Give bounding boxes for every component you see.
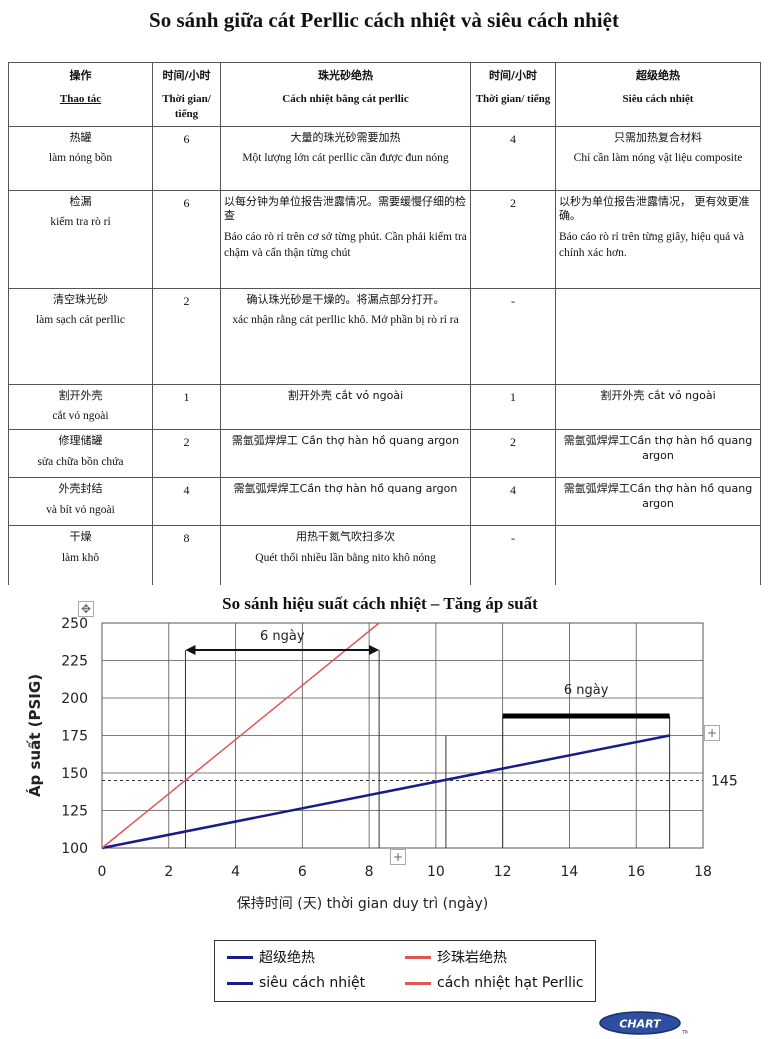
table-row: 清空珠光砂 làm sạch cát perllic 2 确认珠光砂是干燥的。将漏… xyxy=(8,287,761,385)
legend-swatch xyxy=(405,981,431,985)
x-tick-label: 8 xyxy=(365,864,374,880)
svg-text:CHART: CHART xyxy=(619,1018,662,1031)
x-tick-label: 6 xyxy=(298,864,307,880)
cell-perllic: 用热干氮气吹扫多次 Quét thổi nhiều lần bằng nito k… xyxy=(220,524,471,585)
cell-perllic: 以每分钟为单位报告泄露情况。需要缓慢仔细的检查 Báo cáo rò rỉ trê… xyxy=(220,189,471,289)
table-row: 检漏 kiểm tra rò rỉ 6 以每分钟为单位报告泄露情况。需要缓慢仔细的… xyxy=(8,189,761,289)
cell-operation: 割开外壳 cắt vỏ ngoài xyxy=(8,383,153,430)
legend-item-super-zh: 超级绝热 xyxy=(227,947,315,967)
cell-super: 只需加热复合材料 Chỉ cần làm nóng vật liệu compos… xyxy=(555,125,761,191)
chart-legend: 超级绝热 珍珠岩绝热 siêu cách nhiệt cách nhiệt hạ… xyxy=(214,940,596,1002)
x-tick-label: 14 xyxy=(561,864,579,880)
cell-time-2: 4 xyxy=(470,476,556,526)
table-row: 割开外壳 cắt vỏ ngoài 1 割开外壳 cắt vỏ ngoài 1 割… xyxy=(8,383,761,430)
x-tick-label: 18 xyxy=(694,864,712,880)
x-tick-label: 2 xyxy=(164,864,173,880)
table-clip: 操作 Thao tác 时间/小时 Thời gian/ tiếng 珠光砂绝热 Cá… xyxy=(8,62,761,585)
cell-super xyxy=(555,287,761,385)
header-time-1: 时间/小时 Thời gian/ tiếng xyxy=(152,62,221,127)
y-tick-label: 225 xyxy=(61,654,88,670)
y-tick-label: 150 xyxy=(61,766,88,782)
cell-time-1: 4 xyxy=(152,476,221,526)
cell-perllic: 大量的珠光砂需要加热 Một lượng lớn cát perllic cần … xyxy=(220,125,471,191)
legend-swatch xyxy=(227,981,253,985)
cell-perllic: 需氩弧焊焊工Cần thợ hàn hồ quang argon xyxy=(220,476,471,526)
cell-time-2: - xyxy=(470,287,556,385)
chart-plus-right[interactable]: + xyxy=(704,725,720,741)
chart-move-handle[interactable]: ✥ xyxy=(78,601,94,617)
legend-item-perllic-zh: 珍珠岩绝热 xyxy=(405,947,507,967)
cell-perllic: 割开外壳 cắt vỏ ngoài xyxy=(220,383,471,430)
cell-time-1: 2 xyxy=(152,428,221,478)
annotation-bar xyxy=(502,713,670,719)
cell-operation: 外壳封结 và bít vỏ ngoài xyxy=(8,476,153,526)
arrowhead-left xyxy=(185,645,196,655)
cell-super xyxy=(555,524,761,585)
legend-swatch xyxy=(405,955,431,959)
annotation-label: 6 ngày xyxy=(260,629,305,644)
header-super: 超级绝热 Siêu cách nhiệt xyxy=(555,62,761,127)
table-row: 修理储罐 sửa chữa bồn chứa 2 需氩弧焊焊工 Cần thợ h… xyxy=(8,428,761,478)
y-tick-label: 125 xyxy=(61,804,88,820)
cell-super: 需氩弧焊焊工Cần thợ hàn hồ quang argon xyxy=(555,476,761,526)
cell-perllic: 需氩弧焊焊工 Cần thợ hàn hồ quang argon xyxy=(220,428,471,478)
table-row: 热罐 làm nóng bồn 6 大量的珠光砂需要加热 Một lượng lớn… xyxy=(8,125,761,191)
chart-area: So sánh hiệu suất cách nhiệt – Tăng áp s… xyxy=(0,585,768,1039)
legend-swatch xyxy=(227,955,253,959)
cell-time-1: 6 xyxy=(152,125,221,191)
cell-operation: 干燥 làm khô xyxy=(8,524,153,585)
annotation-label: 6 ngày xyxy=(564,683,609,698)
y-axis-label: Áp suất (PSIG) xyxy=(25,674,44,797)
y-tick-label: 175 xyxy=(61,729,88,745)
cell-operation: 检漏 kiểm tra rò rỉ xyxy=(8,189,153,289)
cell-super: 需氩弧焊焊工Cần thợ hàn hồ quang argon xyxy=(555,428,761,478)
x-tick-label: 12 xyxy=(494,864,512,880)
x-tick-label: 16 xyxy=(627,864,645,880)
page-title: So sánh giữa cát Perllic cách nhiệt và s… xyxy=(149,8,619,32)
table-row: 干燥 làm khô 8 用热干氮气吹扫多次 Quét thổi nhiều lần… xyxy=(8,524,761,585)
header-perllic: 珠光砂绝热 Cách nhiệt bằng cát perllic xyxy=(220,62,471,127)
y-tick-label: 100 xyxy=(61,841,88,857)
arrowhead-right xyxy=(369,645,380,655)
svg-text:TM: TM xyxy=(681,1030,688,1036)
header-time-2: 时间/小时 Thời gian/ tiếng xyxy=(470,62,556,127)
y-tick-label: 250 xyxy=(61,616,88,632)
x-tick-label: 4 xyxy=(231,864,240,880)
x-tick-label: 0 xyxy=(98,864,107,880)
pressure-chart: 100 125 150 175 200 225 250 0 2 4 6 8 10 12 14 16 18 145 6… xyxy=(25,616,738,912)
legend-item-super-vi: siêu cách nhiệt xyxy=(227,975,365,991)
x-axis-label: 保持时间 (天) thời gian duy trì (ngày) xyxy=(237,896,488,912)
cell-perllic: 确认珠光砂是干燥的。将漏点部分打开。 xác nhận rằng cát perl… xyxy=(220,287,471,385)
cell-operation: 清空珠光砂 làm sạch cát perllic xyxy=(8,287,153,385)
cell-time-1: 8 xyxy=(152,524,221,585)
reference-line-label: 145 xyxy=(711,774,738,790)
cell-time-1: 6 xyxy=(152,189,221,289)
cell-operation: 热罐 làm nóng bồn xyxy=(8,125,153,191)
cell-time-1: 2 xyxy=(152,287,221,385)
cell-time-2: 2 xyxy=(470,189,556,289)
cell-super: 割开外壳 cắt vỏ ngoài xyxy=(555,383,761,430)
comparison-table: 操作 Thao tác 时间/小时 Thời gian/ tiếng 珠光砂绝热 Cá… xyxy=(8,62,761,585)
chart-logo: CHART TM xyxy=(599,1011,688,1036)
x-tick-label: 10 xyxy=(427,864,445,880)
cell-time-2: - xyxy=(470,524,556,585)
cell-operation: 修理储罐 sửa chữa bồn chứa xyxy=(8,428,153,478)
series-line-perllic xyxy=(101,622,380,849)
legend-item-perllic-vi: cách nhiệt hạt Perllic xyxy=(405,975,584,991)
y-tick-label: 200 xyxy=(61,691,88,707)
table-header-row: 操作 Thao tác 时间/小时 Thời gian/ tiếng 珠光砂绝热 Cá… xyxy=(8,62,761,127)
cell-time-2: 4 xyxy=(470,125,556,191)
cell-time-2: 2 xyxy=(470,428,556,478)
cell-time-2: 1 xyxy=(470,383,556,430)
chart-plus-bottom[interactable]: + xyxy=(390,849,406,865)
table-row: 外壳封结 và bít vỏ ngoài 4 需氩弧焊焊工Cần thợ hàn … xyxy=(8,476,761,526)
cell-time-1: 1 xyxy=(152,383,221,430)
cell-super: 以秒为单位报告泄露情况， 更有效更准确。 Báo cáo rò rỉ trên t… xyxy=(555,189,761,289)
chart-title: So sánh hiệu suất cách nhiệt – Tăng áp s… xyxy=(222,594,538,613)
series-line-super xyxy=(101,734,670,850)
header-operation: 操作 Thao tác xyxy=(8,62,153,127)
